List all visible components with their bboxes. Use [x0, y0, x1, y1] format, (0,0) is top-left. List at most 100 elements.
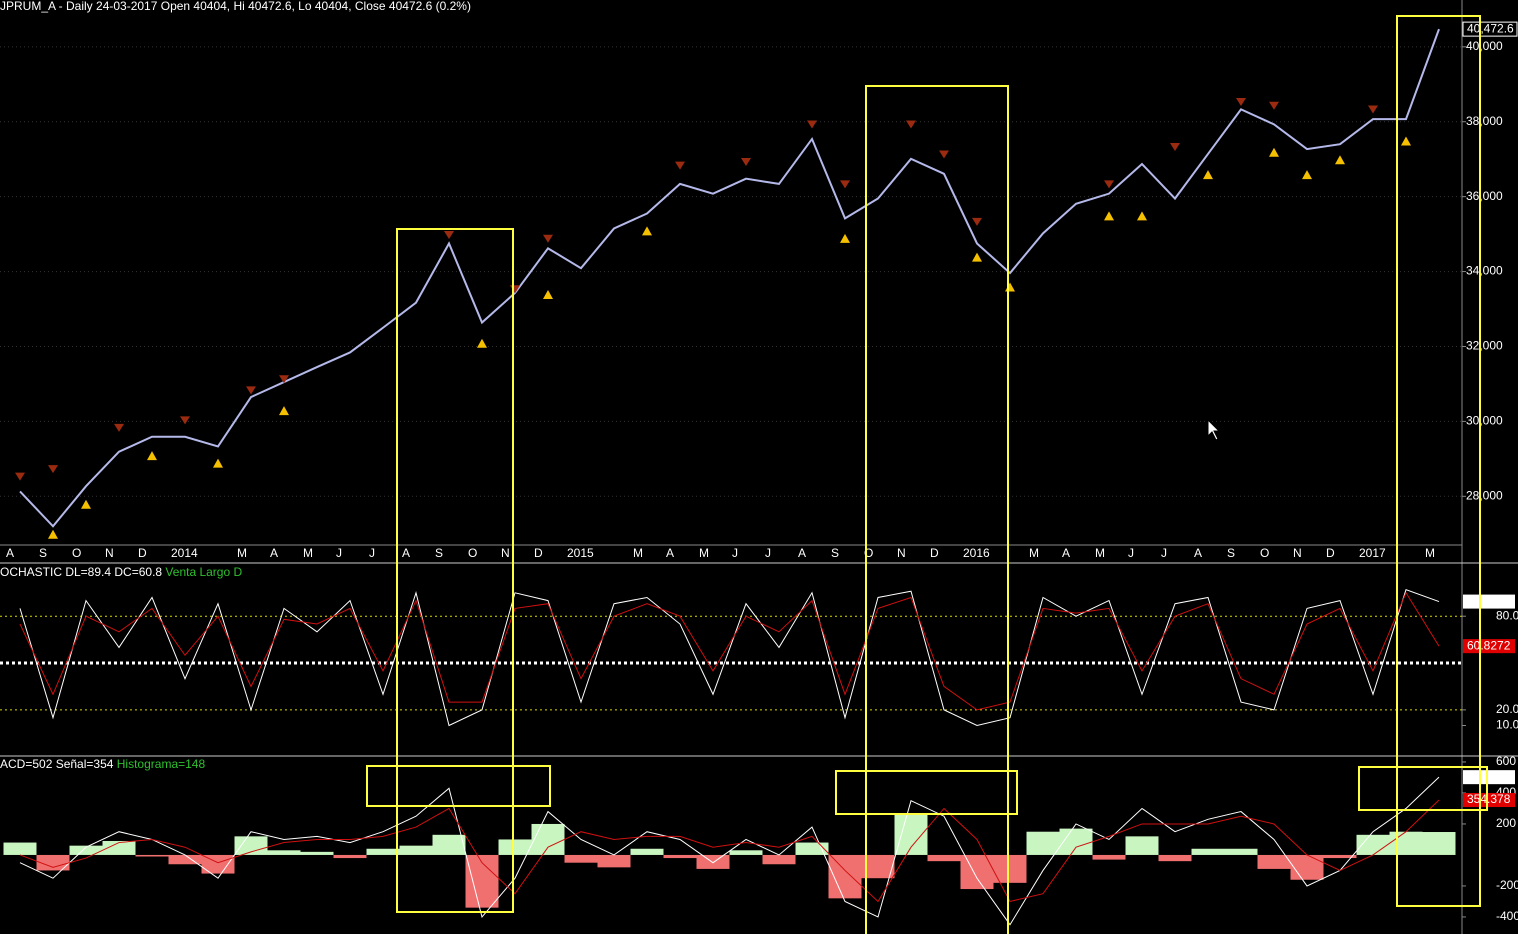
x-tick-label: J — [732, 546, 738, 560]
x-tick-label: A — [798, 546, 806, 560]
x-tick-label: 2015 — [567, 546, 594, 560]
x-tick-label: N — [501, 546, 510, 560]
histogram-bar — [762, 854, 796, 865]
histogram-bar — [1356, 834, 1390, 855]
histogram-bar — [630, 848, 664, 855]
last-value-label: 89.3672 — [1467, 594, 1511, 608]
x-tick-label: A — [1194, 546, 1202, 560]
buy-signal — [147, 451, 157, 461]
histogram-bar — [1191, 848, 1225, 855]
histogram-bar — [1158, 854, 1192, 862]
histogram-bar — [1323, 854, 1357, 859]
histogram-bar — [3, 842, 37, 855]
histogram-bar — [663, 854, 697, 859]
histogram-bar — [300, 851, 334, 855]
indicator-title: OCHASTIC DL=89.4 DC=60.8 Venta Largo D — [0, 565, 242, 579]
sell-signal — [543, 234, 553, 243]
sell-signal — [675, 161, 685, 170]
sell-signal — [1236, 98, 1246, 107]
last-value-label: 40,472.6 — [1467, 21, 1514, 35]
x-tick-label: D — [930, 546, 939, 560]
x-tick-label: M — [303, 546, 313, 560]
x-tick-label: M — [699, 546, 709, 560]
last-value-box — [1463, 594, 1515, 609]
histogram-bar — [828, 854, 862, 899]
x-tick-label: J — [336, 546, 342, 560]
x-tick-label: A — [6, 546, 14, 560]
x-tick-label: O — [72, 546, 81, 560]
highlight-box — [865, 85, 1009, 934]
buy-signal — [543, 290, 553, 300]
buy-signal — [1104, 211, 1114, 221]
y-tick-label: 36,000 — [1466, 189, 1503, 203]
histogram-bar — [432, 834, 466, 855]
histogram-bar — [1059, 828, 1093, 855]
x-tick-label: A — [402, 546, 410, 560]
sell-signal — [246, 386, 256, 395]
last-value-label: 354.378 — [1467, 792, 1511, 806]
x-tick-label: M — [1095, 546, 1105, 560]
buy-signal — [972, 252, 982, 262]
histogram-bar — [597, 854, 631, 868]
last-value-box — [1463, 793, 1515, 808]
x-tick-label: J — [1128, 546, 1134, 560]
x-tick-label: J — [765, 546, 771, 560]
y-tick-label: 80.0 — [1496, 608, 1518, 622]
y-tick-label: -200 — [1496, 878, 1518, 892]
highlight-box — [835, 770, 1018, 815]
buy-signal — [1137, 211, 1147, 221]
x-tick-label: S — [831, 546, 839, 560]
histogram-bar — [498, 839, 532, 855]
sell-signal — [114, 423, 124, 432]
histogram-bar — [960, 854, 994, 890]
sell-signal — [1170, 142, 1180, 151]
histogram-bar — [69, 845, 103, 855]
histogram-bar — [366, 848, 400, 855]
histogram-bar — [168, 854, 202, 865]
buy-signal — [279, 406, 289, 416]
chart-title: JPRUM_A - Daily 24-03-2017 Open 40404, H… — [0, 0, 471, 13]
marks: 28,000 30,000 32,000 34,000 36,000 38,000 40,0… — [0, 21, 1518, 926]
histogram-bar — [564, 854, 598, 863]
x-tick-label: O — [864, 546, 873, 560]
histogram-bar — [234, 836, 268, 855]
highlight-box — [1358, 766, 1488, 811]
indicator-title: ACD=502 Señal=354 Histograma=148 — [0, 757, 205, 771]
buy-signal — [1203, 170, 1213, 180]
histogram-bar — [1026, 831, 1060, 855]
x-tick-label: N — [105, 546, 114, 560]
histogram-bar — [696, 854, 730, 869]
y-tick-label: 600 — [1496, 754, 1516, 768]
buy-signal — [81, 499, 91, 509]
histogram-bar — [531, 823, 565, 855]
indicator-title: OCHASTIC DL=89.4 DC=60.8 — [0, 565, 162, 579]
x-tick-label: 2016 — [963, 546, 990, 560]
histogram-bar — [1290, 854, 1324, 880]
x-tick-label: 2017 — [1359, 546, 1386, 560]
last-value-label: 60.8272 — [1467, 638, 1511, 652]
x-tick-label: M — [1425, 546, 1435, 560]
buy-signal — [840, 233, 850, 243]
indicator-histogram: Histograma=148 — [117, 757, 206, 771]
x-tick-label: N — [1293, 546, 1302, 560]
last-value-box — [1463, 639, 1515, 654]
histogram-bar — [36, 854, 70, 871]
mouse-cursor — [1207, 418, 1221, 441]
sell-signal — [741, 157, 751, 166]
x-tick-label: M — [237, 546, 247, 560]
y-tick-label: 20.0 — [1496, 702, 1518, 716]
histogram-bar — [333, 854, 367, 859]
histogram-bar — [102, 841, 136, 855]
histogram-bar — [1224, 848, 1258, 855]
x-tick-label: A — [666, 546, 674, 560]
buy-signal — [642, 226, 652, 236]
histogram-bar — [399, 845, 433, 855]
x-tick-label: D — [1326, 546, 1335, 560]
x-tick-label: N — [897, 546, 906, 560]
highlight-box — [1396, 15, 1481, 907]
y-tick-label: 200 — [1496, 816, 1516, 830]
x-tick-label: D — [138, 546, 147, 560]
histogram-bar — [729, 850, 763, 855]
